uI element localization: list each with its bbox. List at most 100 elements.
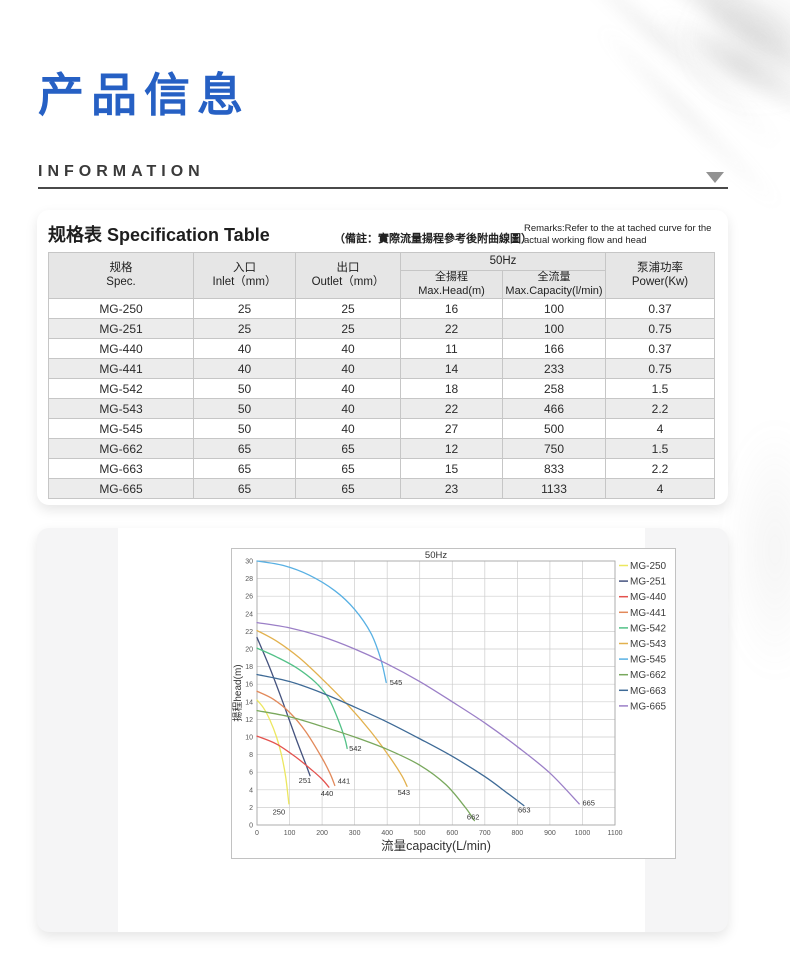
spec-table-cell: 22 [400,318,503,339]
series-curve-440 [256,735,330,788]
legend-label: MG-662 [630,670,667,681]
spec-table-row: MG-663 65 65 15 833 2.2 [48,458,716,479]
header-divider [38,187,728,189]
spec-table-row: MG-251 25 25 22 100 0.75 [48,318,716,339]
curve-chart-svg: 0 100 200 300 400 500 600 700 800 900 1000 11000246… [232,550,667,853]
y-tick-label: 30 [245,559,253,566]
spec-table-cell: MG-545 [48,418,194,439]
col-header-50hz: 50Hz [399,252,607,271]
spec-table-cell: 4 [605,418,716,439]
x-tick-label: 600 [446,830,458,837]
series-curve-545 [256,560,387,684]
spec-table-cell: 833 [501,458,607,479]
legend-label: MG-545 [630,655,667,666]
spec-table-cell: 50 [193,378,296,399]
spec-table-cell: 2.2 [605,458,716,479]
x-tick-label: 100 [284,830,296,837]
spec-table-cell: 500 [501,418,607,439]
x-tick-label: 900 [544,830,556,837]
series-curve-441 [256,690,336,787]
x-axis-title: 流量capacity(L/min) [381,839,491,853]
spec-table-cell: 40 [295,378,401,399]
spec-table-cell: 25 [193,298,296,319]
x-tick-label: 0 [255,830,259,837]
spec-table-cell: 65 [295,438,401,459]
spec-table-cell: 16 [400,298,503,319]
spec-table-head: 规格 Spec. 入口 Inlet（mm） 出口 Outlet（mm） 50Hz 泵浦… [48,252,716,299]
spec-table-cell: MG-543 [48,398,194,419]
spec-table-cell: 22 [400,398,503,419]
x-tick-label: 400 [381,830,393,837]
legend-label: MG-663 [630,686,667,697]
spec-table-cell: 40 [295,338,401,359]
y-tick-label: 14 [245,699,253,706]
y-tick-label: 2 [249,805,253,812]
legend-label: MG-440 [630,592,667,603]
x-tick-label: 200 [316,830,328,837]
y-tick-label: 26 [245,594,253,601]
curve-chart-frame: 0 100 200 300 400 500 600 700 800 900 1000 1100 0 2 4 6… [231,548,676,859]
spec-table-cell: MG-251 [48,318,194,339]
spec-table-cell: 18 [400,378,503,399]
spec-table-cell: 11 [400,338,503,359]
spec-table-cell: 65 [193,438,296,459]
spec-table-cell: 0.75 [605,318,716,339]
x-tick-label: 800 [512,830,524,837]
y-tick-label: 20 [245,647,253,654]
spec-table-cell: 25 [193,318,296,339]
series-curve-663 [256,673,525,807]
spec-table-cell: 100 [501,298,607,319]
spec-table-cell: 65 [193,458,296,479]
col-header-power: 泵浦功率 Power(Kw) [605,252,716,299]
spec-table-row: MG-250 25 25 16 100 0.37 [48,298,716,319]
y-tick-label: 16 [245,682,253,689]
spec-table-cell: 4 [605,478,716,499]
y-tick-label: 28 [245,576,253,583]
col-header-maxhead: 全揚程 Max.Head(m) [400,270,503,299]
spec-table-cell: 100 [501,318,607,339]
series-curve-665 [256,621,580,805]
x-tick-label: 1100 [607,830,622,837]
spec-table-row: MG-542 50 40 18 258 1.5 [48,378,716,399]
spec-table-cell: 40 [193,338,296,359]
spec-table-cell: MG-250 [48,298,194,319]
spec-table-cell: 258 [501,378,607,399]
spec-table-row: MG-440 40 40 11 166 0.37 [48,338,716,359]
spec-table-cell: 1.5 [605,378,716,399]
spec-table-cell: 166 [501,338,607,359]
legend-label: MG-665 [630,701,667,712]
spec-table-cell: 0.37 [605,298,716,319]
spec-table-cell: MG-441 [48,358,194,379]
series-label-545: 545 [390,678,403,687]
spec-table-cell: 65 [295,478,401,499]
spec-table-cell: 0.75 [605,358,716,379]
spec-table: 规格 Spec. 入口 Inlet（mm） 出口 Outlet（mm） 50Hz 泵浦… [48,252,716,499]
x-tick-label: 1000 [575,830,591,837]
spec-table-cell: MG-440 [48,338,194,359]
spec-table-row: MG-545 50 40 27 500 4 [48,418,716,439]
legend-label: MG-250 [630,561,667,572]
chart-title: 50Hz [425,550,447,561]
spec-table-cell: 25 [295,298,401,319]
x-tick-label: 300 [349,830,361,837]
series-label-440: 440 [321,789,334,798]
spec-table-row: MG-543 50 40 22 466 2.2 [48,398,716,419]
col-header-spec: 规格 Spec. [48,252,194,299]
spec-table-cell: 1.5 [605,438,716,459]
spec-table-cell: MG-663 [48,458,194,479]
y-axis-title: 揚程head(m) [232,664,244,721]
spec-table-cell: 750 [501,438,607,459]
spec-table-cell: 0.37 [605,338,716,359]
col-header-maxcapacity: 全流量 Max.Capacity(l/min) [501,270,607,299]
y-tick-label: 4 [249,787,253,794]
spec-table-cell: 65 [295,458,401,479]
series-curve-662 [256,709,476,822]
legend-label: MG-542 [630,623,667,634]
series-label-542: 542 [349,744,362,753]
spec-table-cell: 40 [295,418,401,439]
curve-chart-panel: 0 100 200 300 400 500 600 700 800 900 1000 1100 0 2 4 6… [118,528,676,932]
spec-table-row: MG-441 40 40 14 233 0.75 [48,358,716,379]
spec-table-cell: 50 [193,398,296,419]
series-label-665: 665 [582,799,595,808]
